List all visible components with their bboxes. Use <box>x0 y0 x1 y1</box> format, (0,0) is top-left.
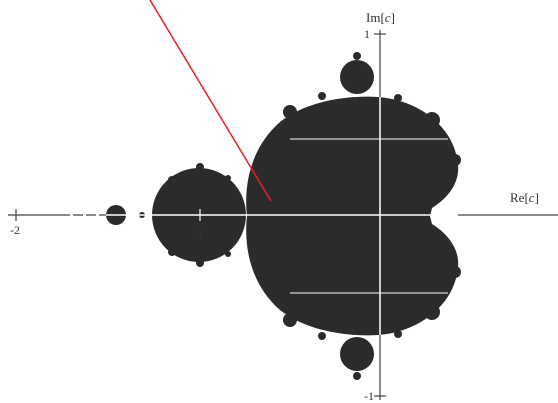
bulb-top-tip <box>353 52 361 60</box>
pointer-line <box>149 0 272 202</box>
bulb-p2-ul <box>168 176 176 184</box>
bottom-bulb <box>340 337 374 371</box>
bulb-upper-mid <box>394 94 402 102</box>
mandelbrot-set <box>106 52 461 380</box>
bulb-right-lower <box>449 266 461 278</box>
y-axis-label: Im[c] <box>366 10 395 25</box>
bulb-bottom-tip <box>353 372 361 380</box>
bulb-p2-ur <box>225 175 231 181</box>
bulb-p2-ll <box>168 248 176 256</box>
bulb-upper-a <box>318 92 326 100</box>
bulb-p2-lr <box>225 251 231 257</box>
bulb-lower-a <box>318 332 326 340</box>
x-tick-label-minus1: -1 <box>193 227 203 241</box>
bulb-right-upper <box>449 154 461 166</box>
main-cardioid <box>246 96 459 336</box>
y-tick-label-plus1: 1 <box>364 27 370 41</box>
x-axis-label: Re[c] <box>510 190 539 205</box>
bulb-upper-left <box>283 105 297 119</box>
top-bulb <box>340 60 374 94</box>
bulb-p2-bottom <box>196 259 204 267</box>
bulb-lower-left <box>283 313 297 327</box>
y-tick-label-minus1: -1 <box>364 389 374 403</box>
bulb-upper-right <box>424 112 440 128</box>
bulb-lower-right <box>424 304 440 320</box>
bulb-p2-top <box>196 163 204 171</box>
x-tick-label-minus2: -2 <box>10 223 20 237</box>
bulb-lower-mid <box>394 330 402 338</box>
